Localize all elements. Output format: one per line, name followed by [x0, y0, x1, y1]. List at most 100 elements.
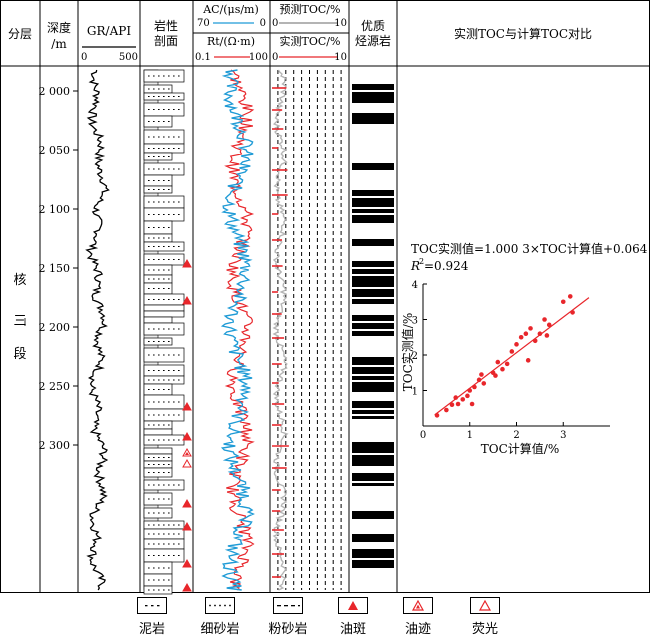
oil-show-marker [182, 582, 192, 592]
litho-pattern-mark [158, 354, 160, 356]
source-rock-band [352, 215, 394, 223]
litho-pattern-mark [148, 269, 150, 271]
litho-pattern-mark [153, 457, 155, 458]
litho-pattern-mark [168, 414, 170, 416]
litho-pattern-mark [178, 201, 180, 203]
litho-pattern-mark [163, 121, 165, 122]
source-rock-band [352, 198, 394, 207]
litho-pattern-mark [163, 75, 165, 77]
litho-pattern-mark [168, 498, 170, 500]
source-rock-band [352, 410, 394, 414]
litho-pattern-mark [153, 227, 155, 228]
litho-bed [143, 428, 173, 436]
legend-oil-spot: 油斑 [323, 597, 383, 637]
litho-pattern-mark [168, 259, 170, 260]
litho-pattern-mark [173, 543, 175, 545]
litho-pattern-mark [168, 354, 170, 356]
source-rock-band [352, 299, 394, 304]
litho-pattern-mark [153, 512, 155, 514]
litho-pattern-mark [148, 464, 150, 465]
litho-pattern-mark [163, 237, 165, 239]
litho-pattern-mark [163, 201, 165, 203]
scatter-point [455, 401, 461, 407]
litho-pattern-mark [153, 96, 155, 97]
scatter-point [518, 334, 524, 340]
source-rock-band [352, 560, 394, 568]
litho-pattern-mark [148, 370, 150, 371]
scatter-point [514, 342, 519, 347]
litho-pattern-mark [168, 579, 170, 581]
litho-pattern-mark [148, 524, 150, 526]
litho-pattern-mark [173, 354, 175, 356]
litho-pattern-mark [178, 328, 180, 330]
layer-char-2: 三 [13, 314, 26, 329]
pred-toc-label: 预测TOC/% [280, 3, 341, 16]
litho-pattern-mark [173, 136, 175, 138]
scatter-x-tick-label: 2 [513, 430, 519, 441]
litho-pattern-mark [173, 75, 175, 77]
litho-pattern-mark [173, 148, 175, 149]
scatter-y-tick-label: 1 [412, 387, 418, 398]
litho-pattern-mark [163, 288, 165, 289]
scatter-xlabel: TOC计算值/% [481, 441, 559, 456]
litho-pattern-mark [153, 148, 155, 149]
litho-pattern-mark [163, 543, 165, 545]
litho-pattern-mark [178, 299, 180, 300]
litho-pattern-mark [178, 370, 180, 371]
litho-pattern-mark [163, 246, 165, 247]
legend-siltstone: 粉砂岩 [258, 597, 318, 637]
litho-pattern-mark [153, 214, 155, 215]
litho-pattern-mark [148, 288, 150, 289]
oil-spot-icon [338, 597, 368, 614]
source-rock-band [352, 534, 394, 542]
litho-pattern-mark [158, 227, 160, 228]
scatter-point [537, 331, 543, 337]
scatter-x-tick-label: 0 [420, 430, 426, 441]
litho-pattern-mark [163, 498, 165, 500]
source-rock-band [352, 511, 394, 519]
litho-pattern-mark [148, 121, 150, 122]
scatter-point [476, 377, 482, 383]
siltstone-swatch [273, 597, 303, 614]
litho-pattern-mark [168, 299, 170, 300]
litho-pattern-mark [173, 259, 175, 260]
litho-pattern-mark [148, 424, 150, 426]
litho-pattern-mark [158, 168, 160, 170]
litho-pattern-mark [148, 237, 150, 239]
litho-pattern-mark [168, 227, 170, 228]
pred-toc-curve [272, 69, 289, 591]
litho-pattern-mark [163, 354, 165, 356]
litho-pattern-mark [153, 121, 155, 122]
litho-pattern-mark [163, 424, 165, 426]
litho-pattern-mark [173, 328, 175, 330]
litho-pattern-mark [158, 379, 160, 381]
legend-label-fluorescence: 荧光 [471, 622, 498, 637]
litho-pattern-mark [168, 472, 170, 473]
litho-pattern-mark [148, 457, 150, 458]
litho-bed [143, 316, 173, 324]
scatter-point [453, 395, 459, 400]
litho-pattern-mark [158, 472, 160, 473]
litho-pattern-mark [148, 201, 150, 203]
oil-trace-icon [403, 597, 433, 614]
litho-pattern-mark [148, 567, 150, 569]
litho-pattern-mark [178, 414, 180, 416]
pred-min: 0 [272, 18, 278, 29]
litho-pattern-mark [158, 464, 160, 465]
litho-pattern-mark [163, 464, 165, 465]
litho-pattern-mark [153, 189, 155, 190]
litho-pattern-mark [178, 543, 180, 545]
scatter-point [495, 359, 501, 365]
ac-curve [220, 69, 255, 591]
header-depth-2: /m [51, 37, 67, 51]
header-layer: 分层 [8, 27, 32, 41]
litho-pattern-mark [168, 401, 170, 403]
litho-pattern-mark [148, 439, 150, 441]
litho-pattern-mark [148, 136, 150, 138]
litho-pattern-mark [163, 180, 165, 181]
scatter-y-tick-label: 3 [412, 316, 418, 327]
litho-pattern-mark [153, 472, 155, 473]
scatter-point [434, 413, 440, 418]
litho-pattern-mark [148, 278, 150, 280]
